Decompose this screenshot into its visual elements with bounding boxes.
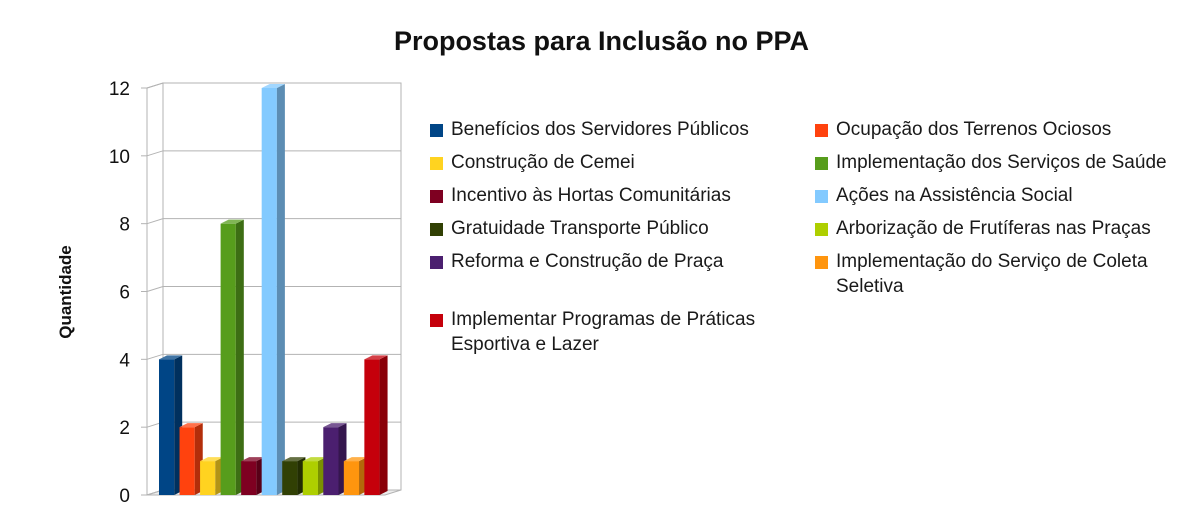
bar-top bbox=[323, 423, 347, 428]
bar-front bbox=[364, 359, 380, 495]
legend-label: Implementação do Serviço de Coleta Selet… bbox=[836, 251, 1148, 297]
bar bbox=[241, 457, 265, 495]
chart-title: Propostas para Inclusão no PPA bbox=[393, 26, 810, 56]
legend-item: Ocupação dos Terrenos Ociosos bbox=[815, 117, 1190, 142]
legend-swatch bbox=[430, 256, 443, 269]
y-tick-label: 2 bbox=[119, 418, 130, 439]
legend-swatch bbox=[430, 124, 443, 137]
bar-top bbox=[282, 457, 306, 462]
legend-item: Arborização de Frutíferas nas Praças bbox=[815, 216, 1190, 241]
bar-top bbox=[261, 84, 285, 88]
bar-front bbox=[220, 223, 236, 495]
bar-layer bbox=[159, 84, 388, 495]
legend-swatch bbox=[815, 256, 828, 269]
bar bbox=[343, 457, 368, 495]
bar-side bbox=[235, 219, 244, 495]
legend-label: Implementar Programas de Práticas Esport… bbox=[451, 309, 756, 355]
bar-top bbox=[241, 457, 265, 462]
legend-label: Implementação dos Serviços de Saúde bbox=[836, 152, 1167, 173]
legend-swatch bbox=[430, 223, 443, 236]
legend-item: Gratuidade Transporte Público bbox=[430, 216, 815, 241]
axis-layer: 0 2 4 6 8 10 12 bbox=[109, 79, 148, 507]
legend-item: Incentivo às Hortas Comunitárias bbox=[430, 183, 815, 208]
bar-front bbox=[282, 461, 298, 495]
bar-top bbox=[159, 355, 183, 360]
gridline bbox=[146, 82, 401, 89]
gridline bbox=[146, 286, 401, 292]
legend-item: Implementação dos Serviços de Saúde bbox=[815, 150, 1190, 175]
bar-side bbox=[276, 84, 285, 495]
legend-label: Reforma e Construção de Praça bbox=[451, 251, 724, 272]
legend-swatch bbox=[815, 190, 828, 203]
bar-top bbox=[364, 355, 388, 360]
bar bbox=[323, 423, 347, 495]
bar-front bbox=[261, 88, 277, 495]
y-tick-label: 0 bbox=[119, 486, 130, 507]
bar-top bbox=[220, 219, 244, 224]
bar bbox=[179, 423, 203, 495]
legend-label: Arborização de Frutíferas nas Praças bbox=[836, 218, 1151, 239]
y-tick-label: 4 bbox=[119, 350, 130, 371]
bar-front bbox=[241, 461, 257, 495]
bar bbox=[261, 84, 285, 495]
gridline bbox=[146, 353, 401, 360]
legend-swatch bbox=[815, 124, 828, 137]
legend-item: Implementar Programas de Práticas Esport… bbox=[430, 307, 815, 357]
legend-label: Benefícios dos Servidores Públicos bbox=[451, 119, 749, 140]
bar-front bbox=[323, 427, 339, 495]
bar-side bbox=[379, 355, 388, 495]
bar bbox=[220, 219, 244, 495]
bar-top bbox=[302, 457, 326, 462]
bar-front bbox=[200, 461, 216, 495]
y-tick-label: 6 bbox=[119, 283, 130, 304]
bar-top bbox=[200, 457, 224, 462]
legend-label: Incentivo às Hortas Comunitárias bbox=[451, 185, 731, 206]
bar-front bbox=[159, 359, 175, 495]
y-tick-label: 8 bbox=[119, 215, 130, 236]
legend-item: Reforma e Construção de Praça bbox=[430, 249, 815, 299]
gridline bbox=[146, 218, 401, 225]
gridline bbox=[146, 150, 401, 157]
bar-front bbox=[302, 461, 318, 495]
y-tick-label: 10 bbox=[109, 147, 130, 168]
legend-label: Gratuidade Transporte Público bbox=[451, 218, 709, 239]
bar-front bbox=[343, 461, 360, 495]
y-tick-label: 12 bbox=[109, 79, 130, 100]
bar bbox=[200, 457, 224, 495]
bar-chart: 0 2 4 6 8 10 12 Quantidade bbox=[56, 79, 402, 507]
legend-item: Construção de Cemei bbox=[430, 150, 815, 175]
legend-swatch bbox=[430, 190, 443, 203]
legend: Benefícios dos Servidores Públicos Ocupaç… bbox=[430, 117, 1200, 357]
legend-swatch bbox=[815, 223, 828, 236]
legend-swatch bbox=[430, 314, 443, 327]
legend-label: Construção de Cemei bbox=[451, 152, 635, 173]
legend-swatch bbox=[815, 157, 828, 170]
bar bbox=[282, 457, 306, 495]
legend-label: Ações na Assistência Social bbox=[836, 185, 1073, 206]
legend-item: Ações na Assistência Social bbox=[815, 183, 1190, 208]
legend-label: Ocupação dos Terrenos Ociosos bbox=[836, 119, 1112, 140]
bar bbox=[364, 355, 388, 495]
y-axis-label: Quantidade bbox=[56, 245, 75, 339]
legend-swatch bbox=[430, 157, 443, 170]
bar-front bbox=[179, 427, 195, 495]
legend-item: Benefícios dos Servidores Públicos bbox=[430, 117, 815, 142]
bar-top bbox=[179, 423, 203, 428]
bar-top bbox=[343, 457, 368, 462]
legend-item: Implementação do Serviço de Coleta Selet… bbox=[815, 249, 1190, 299]
bar bbox=[302, 457, 326, 495]
bar bbox=[159, 355, 183, 495]
